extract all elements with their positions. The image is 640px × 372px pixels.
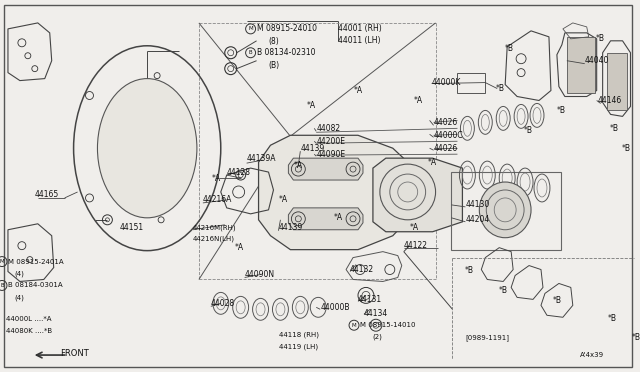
Text: 44134: 44134 xyxy=(364,309,388,318)
Text: 44151: 44151 xyxy=(119,223,143,232)
Text: B 08134-02310: B 08134-02310 xyxy=(257,48,315,57)
Text: M: M xyxy=(248,26,253,31)
Text: *A: *A xyxy=(235,243,244,252)
Text: 44132: 44132 xyxy=(350,265,374,274)
Text: 44000C: 44000C xyxy=(433,131,463,140)
Text: 44028: 44028 xyxy=(211,299,235,308)
Text: *B: *B xyxy=(495,84,504,93)
Text: 44090E: 44090E xyxy=(316,150,346,159)
Text: 44216M(RH): 44216M(RH) xyxy=(193,225,237,231)
Polygon shape xyxy=(289,158,363,180)
Text: 44216A: 44216A xyxy=(203,195,232,205)
Ellipse shape xyxy=(479,182,531,238)
Bar xyxy=(607,53,627,110)
Text: *A: *A xyxy=(293,161,303,170)
Text: 44139: 44139 xyxy=(300,144,324,153)
Text: 44122: 44122 xyxy=(404,241,428,250)
Text: 44040: 44040 xyxy=(585,56,609,65)
Text: (2): (2) xyxy=(372,334,382,340)
Text: 44118 (RH): 44118 (RH) xyxy=(280,332,319,339)
Text: M 08915-24010: M 08915-24010 xyxy=(257,25,317,33)
Bar xyxy=(458,73,485,93)
Text: *B: *B xyxy=(607,314,616,323)
Text: (4): (4) xyxy=(14,294,24,301)
Text: B 08184-0301A: B 08184-0301A xyxy=(8,282,63,288)
Text: (4): (4) xyxy=(14,270,24,277)
Text: 44130: 44130 xyxy=(465,201,490,209)
Text: *B: *B xyxy=(621,144,630,153)
Text: M: M xyxy=(0,259,4,264)
Polygon shape xyxy=(373,158,463,232)
Text: *B: *B xyxy=(524,126,533,135)
Text: 44080K ....*B: 44080K ....*B xyxy=(6,328,52,334)
Text: 44000L ....*A: 44000L ....*A xyxy=(6,316,51,322)
Text: 44090N: 44090N xyxy=(244,270,275,279)
Text: *A: *A xyxy=(307,101,316,110)
Bar xyxy=(451,172,561,250)
Text: 44165: 44165 xyxy=(35,190,59,199)
Text: *A: *A xyxy=(334,213,343,222)
Bar xyxy=(567,37,595,93)
Text: *B: *B xyxy=(632,333,640,341)
Text: 44131: 44131 xyxy=(358,295,382,304)
Text: 44026: 44026 xyxy=(433,118,458,127)
Text: [0989-1191]: [0989-1191] xyxy=(465,334,509,340)
Text: 44139A: 44139A xyxy=(246,154,276,163)
Text: 44082: 44082 xyxy=(316,124,340,133)
Text: *B: *B xyxy=(596,34,605,43)
Text: *B: *B xyxy=(553,296,562,305)
Text: *B: *B xyxy=(499,286,508,295)
Text: 44011 (LH): 44011 (LH) xyxy=(338,36,381,45)
Text: *B: *B xyxy=(465,266,474,275)
Text: 44001 (RH): 44001 (RH) xyxy=(338,25,382,33)
Text: *B: *B xyxy=(557,106,566,115)
Text: 44000K: 44000K xyxy=(431,78,461,87)
Text: *B: *B xyxy=(505,44,514,53)
Text: *A: *A xyxy=(413,96,423,105)
Text: (B): (B) xyxy=(269,61,280,70)
Text: *A: *A xyxy=(354,86,363,95)
Text: FRONT: FRONT xyxy=(60,349,88,357)
Text: (8): (8) xyxy=(269,37,279,46)
Text: M: M xyxy=(352,323,356,328)
Text: M 08915-2401A: M 08915-2401A xyxy=(8,259,63,264)
Text: 44216N(LH): 44216N(LH) xyxy=(193,235,235,242)
Ellipse shape xyxy=(97,78,197,218)
Text: *A: *A xyxy=(428,158,436,167)
Text: 44146: 44146 xyxy=(598,96,622,105)
Text: *B: *B xyxy=(609,124,619,133)
Text: *A: *A xyxy=(410,223,419,232)
Text: M 08915-14010: M 08915-14010 xyxy=(360,322,415,328)
Polygon shape xyxy=(259,135,408,250)
Text: 44119 (LH): 44119 (LH) xyxy=(280,344,319,350)
Text: B: B xyxy=(249,50,252,55)
Text: *A: *A xyxy=(212,174,221,183)
Text: 44139: 44139 xyxy=(278,223,303,232)
Text: A'4x39: A'4x39 xyxy=(580,352,604,358)
Polygon shape xyxy=(289,208,363,230)
Text: 44000B: 44000B xyxy=(320,303,349,312)
Text: 44128: 44128 xyxy=(227,167,251,177)
Text: 44204: 44204 xyxy=(465,215,490,224)
Text: 44026: 44026 xyxy=(433,144,458,153)
Text: 44200E: 44200E xyxy=(316,137,345,146)
Text: B: B xyxy=(0,283,4,288)
Text: *A: *A xyxy=(278,195,287,205)
